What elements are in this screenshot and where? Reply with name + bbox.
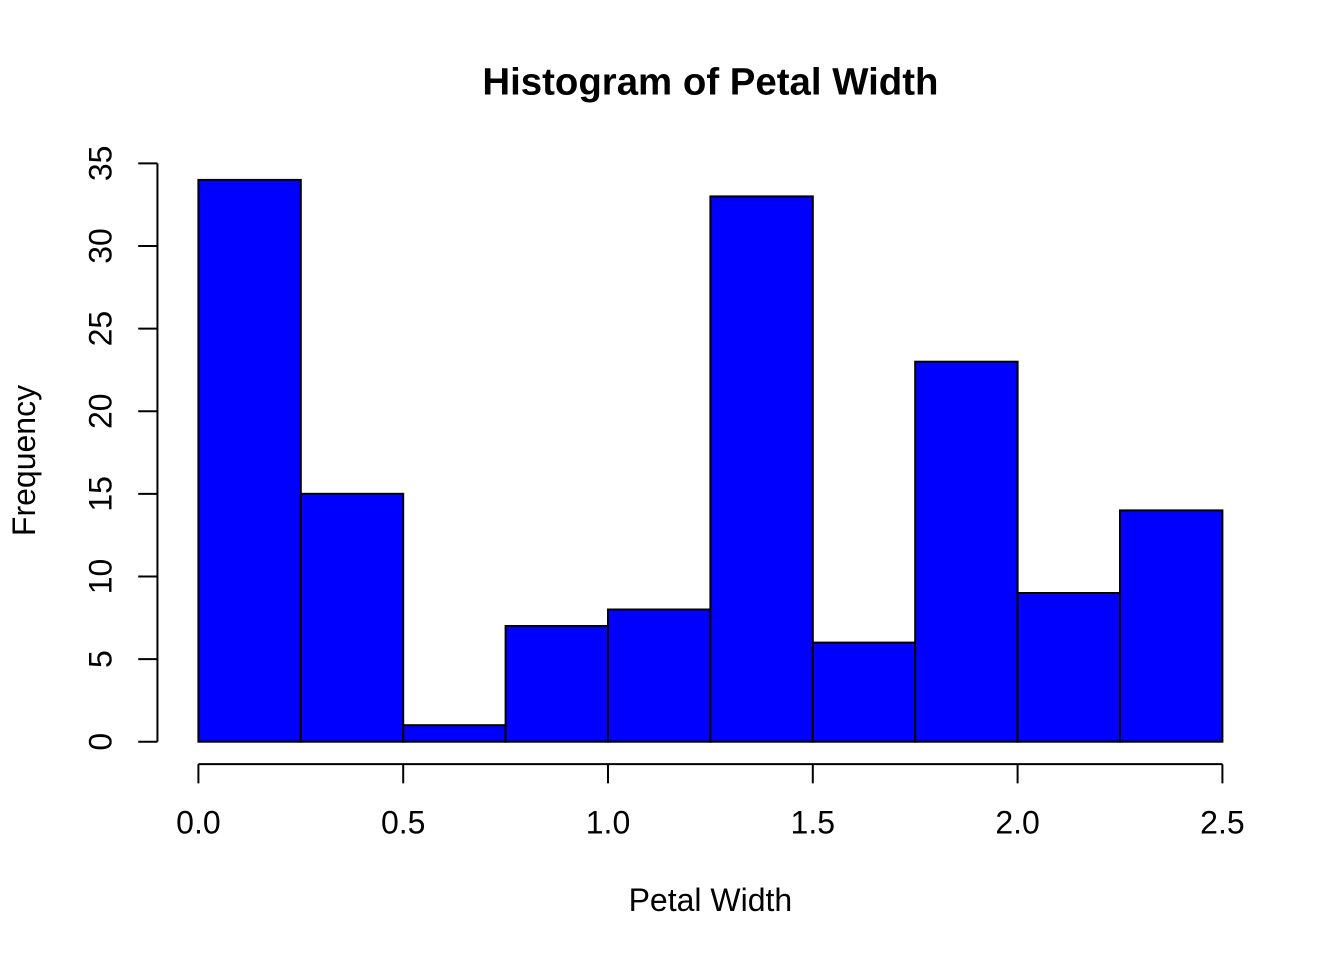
svg-text:1.0: 1.0 <box>586 805 630 841</box>
svg-text:2.0: 2.0 <box>995 805 1039 841</box>
svg-text:1.5: 1.5 <box>791 805 835 841</box>
svg-text:15: 15 <box>83 476 119 512</box>
svg-text:0.5: 0.5 <box>381 805 425 841</box>
svg-text:Frequency: Frequency <box>6 385 42 536</box>
svg-text:2.5: 2.5 <box>1200 805 1244 841</box>
svg-text:Petal Width: Petal Width <box>629 882 793 918</box>
svg-text:25: 25 <box>83 311 119 347</box>
svg-text:10: 10 <box>83 559 119 595</box>
svg-text:5: 5 <box>83 650 119 668</box>
svg-text:0: 0 <box>83 733 119 751</box>
svg-text:35: 35 <box>83 146 119 182</box>
svg-text:30: 30 <box>83 228 119 264</box>
svg-text:Histogram of Petal Width: Histogram of Petal Width <box>482 61 938 104</box>
svg-text:0.0: 0.0 <box>176 805 220 841</box>
svg-text:20: 20 <box>83 393 119 429</box>
